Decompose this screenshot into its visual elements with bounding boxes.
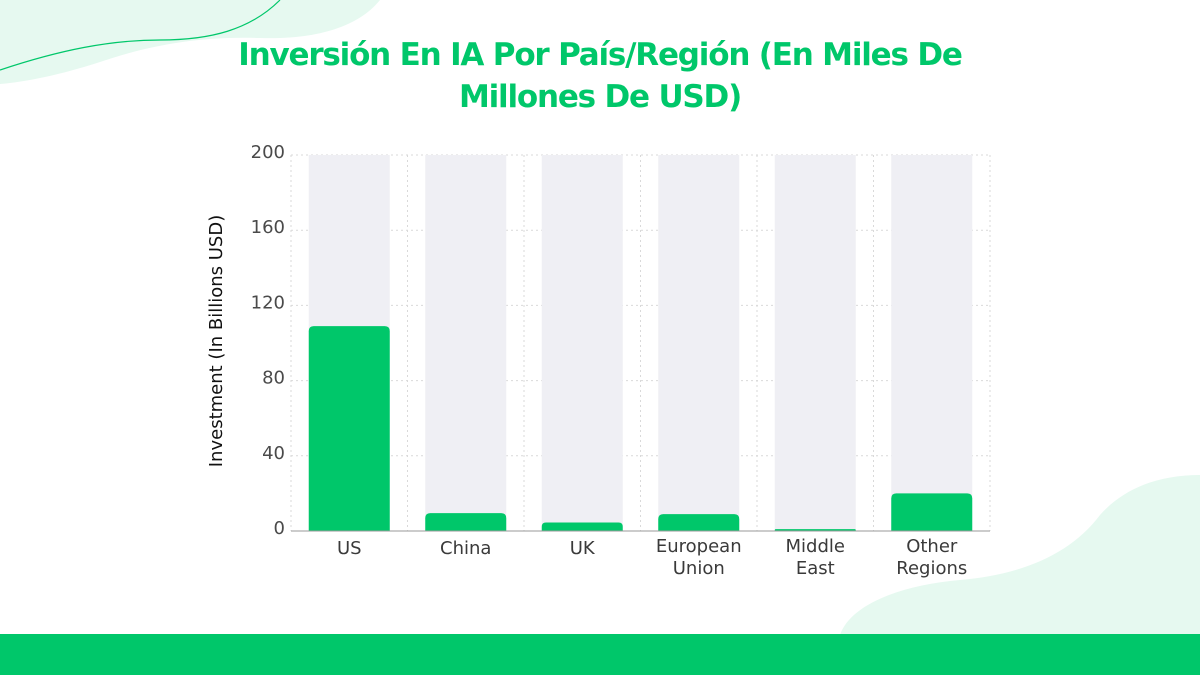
x-tick-label-line: China [440, 538, 491, 559]
y-axis-title: Investment (In Billions USD) [206, 215, 227, 468]
bar-other-regions [891, 493, 973, 531]
x-tick-label: Other Regions [896, 536, 967, 579]
y-tick-label: 80 [262, 368, 285, 389]
x-tick-label-line: Regions [896, 558, 967, 579]
chart-title-line-1: Inversión En IA Por País/Región (En Mile… [238, 37, 963, 73]
bar-uk [541, 522, 623, 531]
chart-title: Inversión En IA Por País/Región (En Mile… [100, 34, 1100, 118]
x-label-layer: US China UK European Union Middle East Other Reg… [337, 536, 967, 579]
x-tick-label-line: Middle [786, 536, 845, 557]
y-tick-label: 0 [274, 518, 285, 539]
bar-european-union [658, 514, 740, 531]
footer-bar [0, 634, 1200, 675]
y-tick-label: 40 [262, 443, 285, 464]
x-tick-label-line: Union [673, 558, 725, 579]
blob-top-left-fill [0, 0, 380, 84]
x-tick-label-line: East [796, 558, 835, 579]
x-tick-label-line: European [656, 536, 742, 557]
y-tick-label: 160 [251, 217, 285, 238]
y-tick-label: 120 [251, 292, 285, 313]
bar-track [425, 155, 507, 531]
bar-track [774, 155, 856, 531]
y-tick-layer: 0 40 80 120 160 200 [251, 142, 285, 539]
x-tick-label: US [337, 538, 362, 559]
bar-track [541, 155, 623, 531]
x-tick-label: Middle East [786, 536, 845, 579]
x-tick-label-line: US [337, 538, 362, 559]
x-tick-label: UK [570, 538, 596, 559]
blob-top-left-line [0, 0, 281, 71]
grid-layer [290, 154, 991, 531]
y-tick-label: 200 [251, 142, 285, 163]
bar-us [308, 326, 390, 531]
x-tick-label: China [440, 538, 491, 559]
bar-track [658, 155, 740, 531]
decorative-blob-top-left [0, 0, 380, 84]
x-tick-label: European Union [656, 536, 742, 579]
x-tick-label-line: UK [570, 538, 596, 559]
x-tick-label-line: Other [906, 536, 958, 557]
bar-layer [308, 155, 973, 531]
decorative-blob-bottom-right [840, 475, 1200, 635]
blob-bottom-right-fill [840, 475, 1200, 635]
bar-china [425, 513, 507, 531]
chart-title-line-2: Millones De USD) [458, 79, 742, 115]
bar-track [891, 155, 973, 531]
